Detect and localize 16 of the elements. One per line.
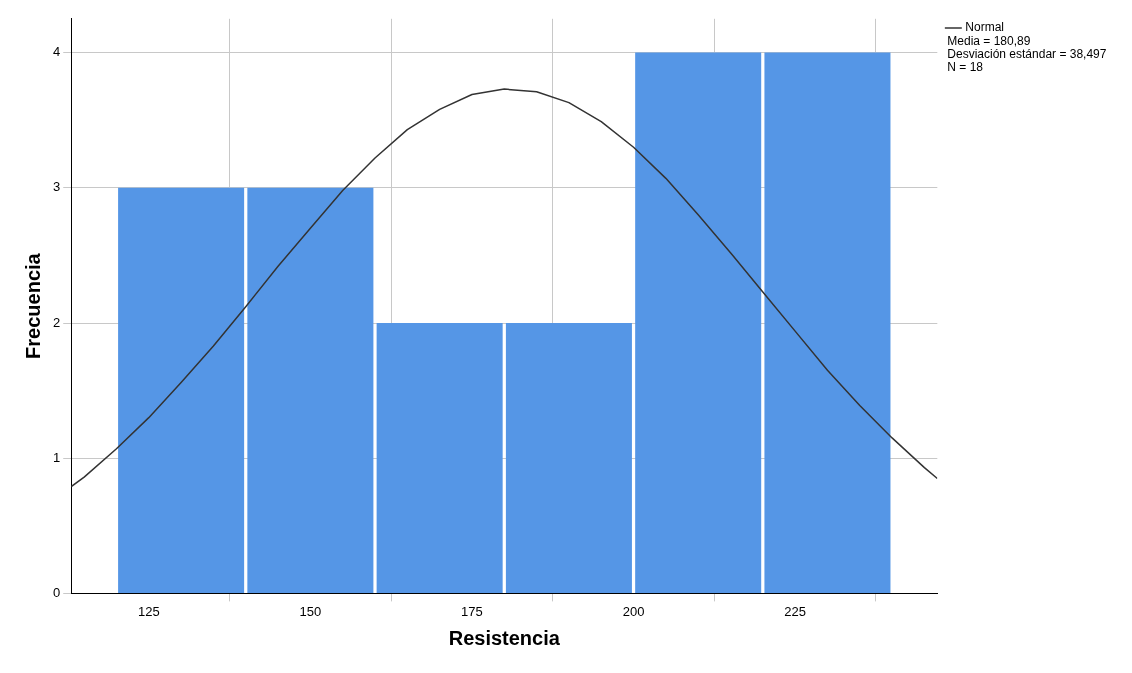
x-tick-label: 225: [784, 603, 806, 619]
x-tick-label: 125: [137, 603, 160, 619]
x-tick-label: 150: [299, 603, 322, 619]
text: Desviación estándar = 38,497: [947, 47, 1107, 62]
text: Media = 180,89: [947, 34, 1031, 49]
x-tick-label: 175: [461, 603, 483, 619]
y-tick-label: 4: [53, 44, 61, 60]
y-axis-title: Frecuencia: [21, 252, 44, 359]
x-tick-label: 200: [622, 603, 645, 619]
y-tick-label: 0: [53, 584, 61, 600]
x-axis-title: Resistencia: [448, 626, 561, 649]
legend-label: Normal: [965, 20, 1004, 35]
y-tick-label: 1: [53, 449, 61, 465]
y-tick-label: 3: [53, 179, 61, 195]
y-tick-label: 2: [53, 314, 61, 330]
text: N = 18: [947, 60, 984, 75]
